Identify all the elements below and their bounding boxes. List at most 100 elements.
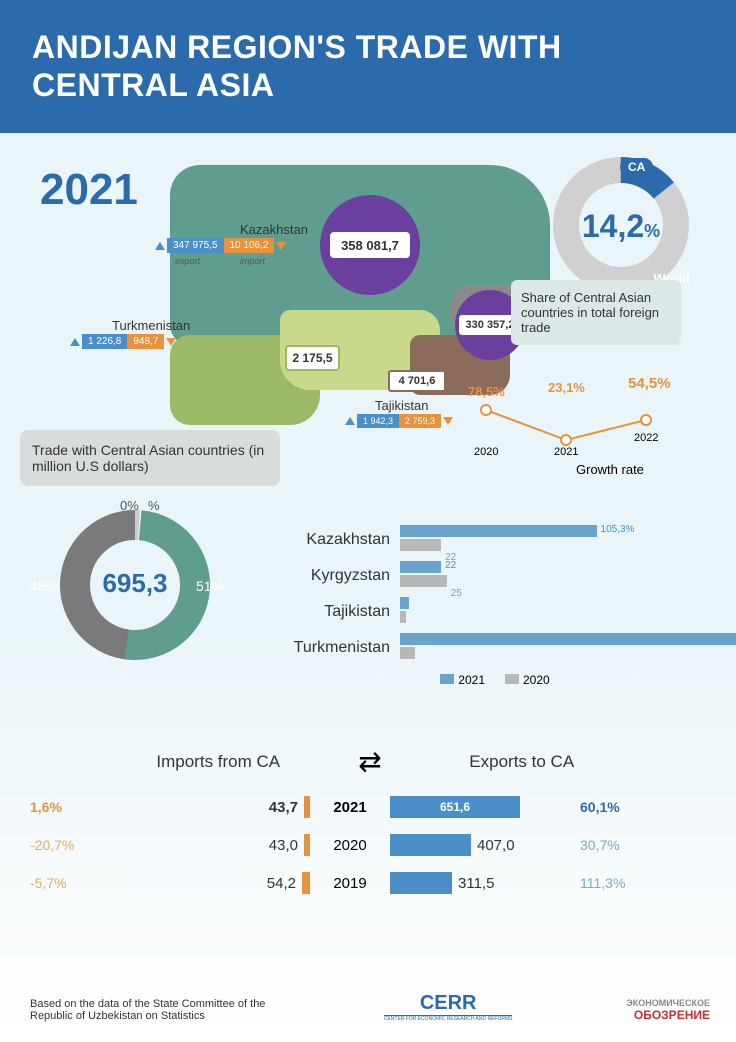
bar-2020: 25 [400,575,447,587]
ca-share-value: 14,2% [546,208,696,245]
arrow-down-icon [443,417,453,425]
tj-import-value: 2 759,3 [399,414,441,428]
kz-import-value: 10 106,2 [224,238,275,253]
exports-title: Exports to CA [402,752,642,772]
import-pct: -5,7% [30,875,110,891]
bar-2020 [400,611,406,623]
ie-year: 2020 [310,837,390,854]
legend-2021: 2021 [440,673,485,687]
source-text: Based on the data of the State Committee… [30,998,270,1022]
tj-export-value: 1 942,3 [357,414,399,428]
imp-exp-header: Imports from CA ⇄ Exports to CA [30,745,710,778]
seg-48: 48% [30,578,58,594]
export-pct: 111,3% [570,875,670,891]
total-value: 695,3 [50,568,220,599]
import-bar-cell: 43,7 [110,796,310,818]
page-title: ANDIJAN REGION'S TRADE WITH CENTRAL ASIA [32,28,704,105]
growth-val-0: 78,5% [468,384,505,399]
cerr-logo: CERR CENTER FOR ECONOMIC RESEARCH AND RE… [384,992,513,1022]
arrow-up-icon [155,242,165,250]
ie-year: 2021 [310,799,390,816]
tajikistan-label: Tajikistan [375,398,428,413]
turkmenistan-trade-bar: 1 226,8 948,7 [70,334,176,349]
growth-year-1: 2021 [554,446,578,458]
imp-exp-row: 1,6% 43,7 2021 651,6 60,1% [30,793,710,821]
kz-total-value: 358 081,7 [330,232,410,258]
export-bar-cell: 407,0 [390,834,570,856]
turkmenistan-label: Turkmenistan [112,318,190,333]
footer: Based on the data of the State Committee… [30,992,710,1022]
import-pct: 1,6% [30,799,110,815]
bar-2021: 22 [400,561,441,573]
imp-exp-row: -20,7% 43,0 2020 407,0 30,7% [30,831,710,859]
export-bar [390,834,471,856]
arrow-up-icon [345,417,355,425]
imports-title: Imports from CA [98,752,338,772]
hbar-legend: 2021 2020 [280,673,710,687]
tajikistan-trade-bar: 1 942,3 2 759,3 [345,414,453,428]
import-value: 54,2 [267,875,296,892]
ie-year: 2019 [310,875,390,892]
swap-arrows-icon: ⇄ [358,745,381,778]
tm-import-value: 948,7 [127,334,164,349]
seg-0: 0% [120,498,139,513]
hbar-country-label: Kyrgyzstan [280,567,400,585]
imp-exp-row: -5,7% 54,2 2019 311,5 111,3% [30,869,710,897]
export-pct: 60,1% [570,799,670,815]
kazakhstan-label: Kazakhstan [240,222,308,237]
growth-val-2: 54,5% [628,375,671,392]
import-pct: -20,7% [30,837,110,853]
year-label: 2021 [40,165,138,215]
growth-val-1: 23,1% [548,380,585,395]
hbar-bars [400,633,710,663]
import-value: 43,7 [269,799,298,816]
bar-2021: 105,3% [400,525,597,537]
growth-year-0: 2020 [474,446,498,458]
tm-export-value: 1 226,8 [82,334,127,349]
hbar-bars [400,597,710,627]
export-sublabel: export [175,256,200,266]
kazakhstan-trade-bar: 347 975,5 10 106,2 [155,238,286,253]
growth-year-2: 2022 [634,432,658,444]
ca-share-caption: Share of Central Asian countries in tota… [511,280,681,345]
tajikistan-total-bubble: 4 701,6 [388,370,446,392]
growth-rate-label: Growth rate [576,462,644,477]
bar-2020: 22 [400,539,441,551]
kz-export-value: 347 975,5 [167,238,224,253]
turkmenistan-total-bubble: 2 175,5 [285,345,340,371]
country-hbar-chart: Kazakhstan 105,3% 22 Kyrgyzstan 22 25 Ta… [280,525,710,705]
kazakhstan-total-bubble: 358 081,7 [320,195,420,295]
import-value: 43,0 [269,837,298,854]
hbar-country-label: Kazakhstan [280,531,400,549]
import-bar [302,872,310,894]
export-bar: 651,6 [390,796,520,818]
hbar-row: Turkmenistan [280,633,710,663]
infographic-page: ANDIJAN REGION'S TRADE WITH CENTRAL ASIA… [0,0,736,1042]
hbar-bars: 105,3% 22 [400,525,710,555]
hbar-country-label: Turkmenistan [280,639,400,657]
total-trade-donut: 695,3 48% 51% 0% % [50,500,220,670]
export-bar-cell: 651,6 [390,796,570,818]
import-sublabel: import [240,256,265,266]
hbar-country-label: Tajikistan [280,603,400,621]
tj-total-value: 4 701,6 [399,375,436,387]
export-bar [390,872,452,894]
import-export-section: Imports from CA ⇄ Exports to CA 1,6% 43,… [30,745,710,907]
bar-2021 [400,633,736,645]
arrow-up-icon [70,338,80,346]
hbar-row: Kyrgyzstan 22 25 [280,561,710,591]
eco-logo: ЭКОНОМИЧЕСКОЕ ОБОЗРЕНИЕ [626,998,710,1022]
hbar-row: Kazakhstan 105,3% 22 [280,525,710,555]
export-pct: 30,7% [570,837,670,853]
trade-caption: Trade with Central Asian countries (in m… [20,430,280,486]
import-bar-cell: 54,2 [110,872,310,894]
bar-2020 [400,647,415,659]
seg-51: 51% [196,578,224,594]
export-bar-cell: 311,5 [390,872,570,894]
ca-share-donut: CA 14,2% World [546,150,696,300]
bar-2021 [400,597,409,609]
hbar-bars: 22 25 [400,561,710,591]
header: ANDIJAN REGION'S TRADE WITH CENTRAL ASIA [0,0,736,133]
seg-pct: % [148,498,160,513]
arrow-down-icon [276,242,286,250]
